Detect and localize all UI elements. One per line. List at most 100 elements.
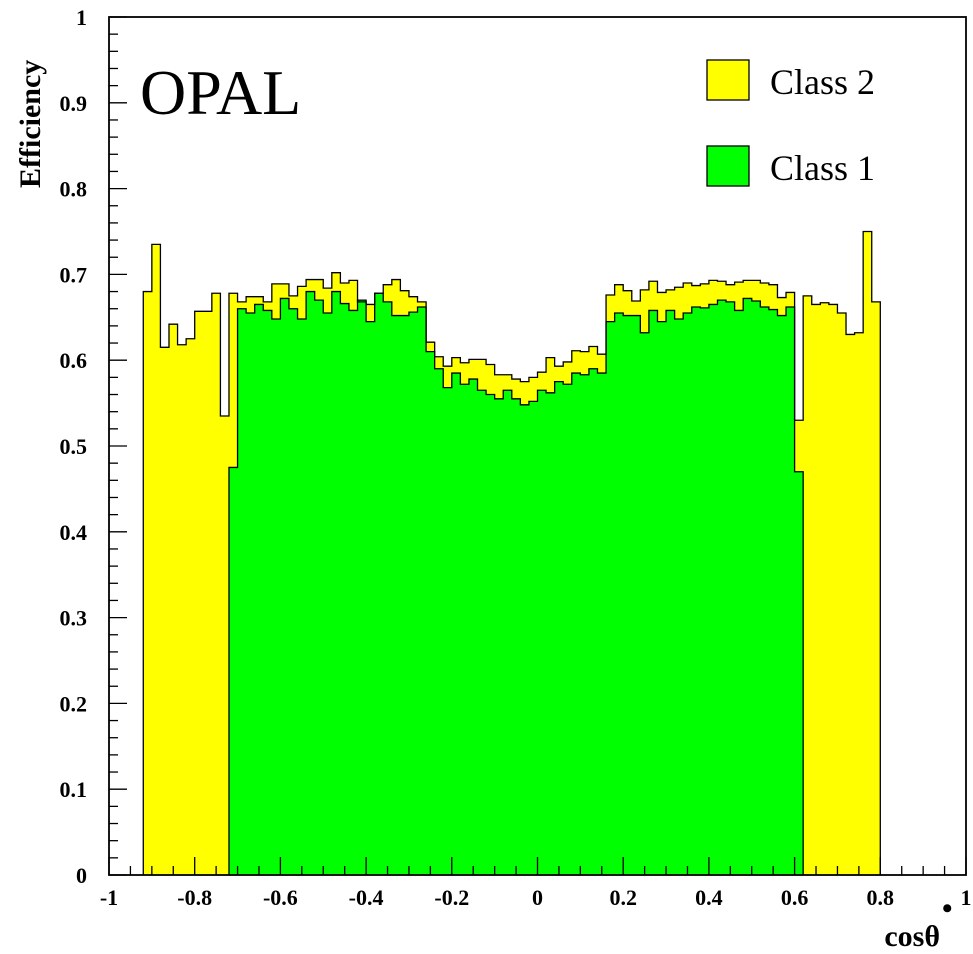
class1-bar (314, 300, 324, 875)
y-tick-label: 0.9 (60, 91, 88, 116)
class1-bar (777, 315, 787, 876)
class1-bar (486, 394, 496, 875)
class2-bar (220, 415, 230, 875)
x-tick-label: 0.8 (867, 885, 895, 910)
class1-bar (366, 321, 376, 876)
class2-bar (854, 332, 864, 875)
x-tick-label: -0.2 (434, 885, 469, 910)
class1-bar (254, 304, 264, 875)
class1-bar (417, 307, 427, 875)
y-tick-label: 0.1 (60, 777, 88, 802)
class1-bar (717, 300, 727, 875)
class1-bar (606, 321, 616, 876)
y-axis-tick-labels: 0 0.1 0.2 0.3 0.4 0.5 0.6 0.7 0.8 0.9 1 (60, 5, 88, 888)
class1-bar (271, 319, 281, 875)
y-tick-label: 0.7 (60, 262, 88, 287)
class1-bar (374, 293, 384, 875)
class2-bar (194, 311, 204, 875)
class1-bar (588, 368, 598, 875)
x-tick-label: 0.6 (781, 885, 809, 910)
class2-bar (160, 347, 170, 876)
x-tick-label: 1 (961, 885, 972, 910)
class1-bar (408, 312, 418, 876)
class1-bar (786, 307, 795, 875)
x-tick-label: -0.6 (263, 885, 298, 910)
class1-bars (228, 291, 804, 876)
class1-bar (657, 321, 667, 876)
class2-bar (186, 338, 196, 875)
class1-bar (297, 319, 307, 875)
class1-bar (597, 373, 607, 875)
class1-bar (391, 315, 401, 876)
class2-outline (142, 230, 881, 875)
class1-bar (691, 307, 701, 875)
legend-swatch-class2 (706, 59, 750, 101)
class1-bar (640, 332, 650, 875)
y-tick-label: 1 (76, 5, 87, 30)
class2-bar (846, 334, 855, 876)
class2-bar (828, 304, 838, 875)
y-tick-label: 0.6 (60, 348, 88, 373)
class1-bar (563, 384, 573, 875)
class2-bar (143, 291, 153, 875)
y-tick-label: 0 (76, 863, 87, 888)
x-axis-tick-labels: -1 -0.8 -0.6 -0.4 -0.2 0 0.2 0.4 0.6 0.8 1 (100, 885, 972, 910)
class1-bar (348, 310, 358, 875)
class1-bar (383, 301, 393, 876)
class1-bar (631, 315, 641, 876)
class1-bar (537, 390, 547, 875)
class2-bar (837, 313, 847, 875)
x-axis-label-superscript: • (942, 892, 953, 925)
class1-bar (443, 387, 453, 875)
class1-bar (666, 310, 676, 875)
class1-bar (546, 392, 556, 875)
class1-bar (614, 313, 624, 875)
class2-bar (168, 324, 178, 875)
y-tick-label: 0.8 (60, 177, 88, 202)
class1-bar (306, 291, 316, 875)
class1-bar (434, 368, 444, 875)
class1-bar (477, 390, 487, 875)
class1-bar (734, 310, 744, 875)
y-axis-ticks (109, 16, 127, 876)
class1-bar (726, 301, 736, 876)
legend-label-class2: Class 2 (770, 62, 875, 102)
class1-bar (246, 313, 256, 875)
class1-bar (648, 310, 658, 875)
class1-bar (683, 313, 693, 875)
class1-bar (426, 351, 436, 875)
y-tick-label: 0.4 (60, 520, 88, 545)
class1-bar (751, 300, 761, 875)
class2-bar (871, 301, 881, 876)
legend-swatch-class1 (706, 145, 750, 187)
class2-bar (203, 311, 213, 875)
class2-bar (177, 344, 187, 876)
class1-bar (794, 471, 804, 875)
x-axis-ticks (108, 857, 967, 875)
class1-bar (400, 315, 410, 876)
class1-bar (674, 319, 684, 875)
class1-bar (768, 309, 778, 875)
y-axis-label: Efficiency (14, 60, 47, 188)
class1-bar (708, 304, 718, 875)
class1-bar (228, 467, 238, 875)
class1-bar (520, 404, 530, 875)
x-tick-label: 0.2 (609, 885, 637, 910)
class1-bar (288, 308, 298, 876)
x-tick-label: -0.8 (177, 885, 212, 910)
legend-label-class1: Class 1 (770, 148, 875, 188)
class2-bar (803, 295, 813, 876)
class1-outline (228, 290, 804, 875)
y-tick-label: 0.2 (60, 691, 88, 716)
class1-bar (528, 401, 538, 875)
y-tick-label: 0.5 (60, 434, 88, 459)
class1-bar (494, 398, 504, 875)
class1-bar (571, 373, 581, 875)
experiment-label: OPAL (140, 57, 301, 128)
class2-bar (811, 304, 821, 875)
class1-bar (580, 374, 590, 875)
legend: Class 2 Class 1 (706, 59, 875, 188)
x-tick-label: 0.4 (695, 885, 723, 910)
class1-bar (451, 373, 461, 875)
